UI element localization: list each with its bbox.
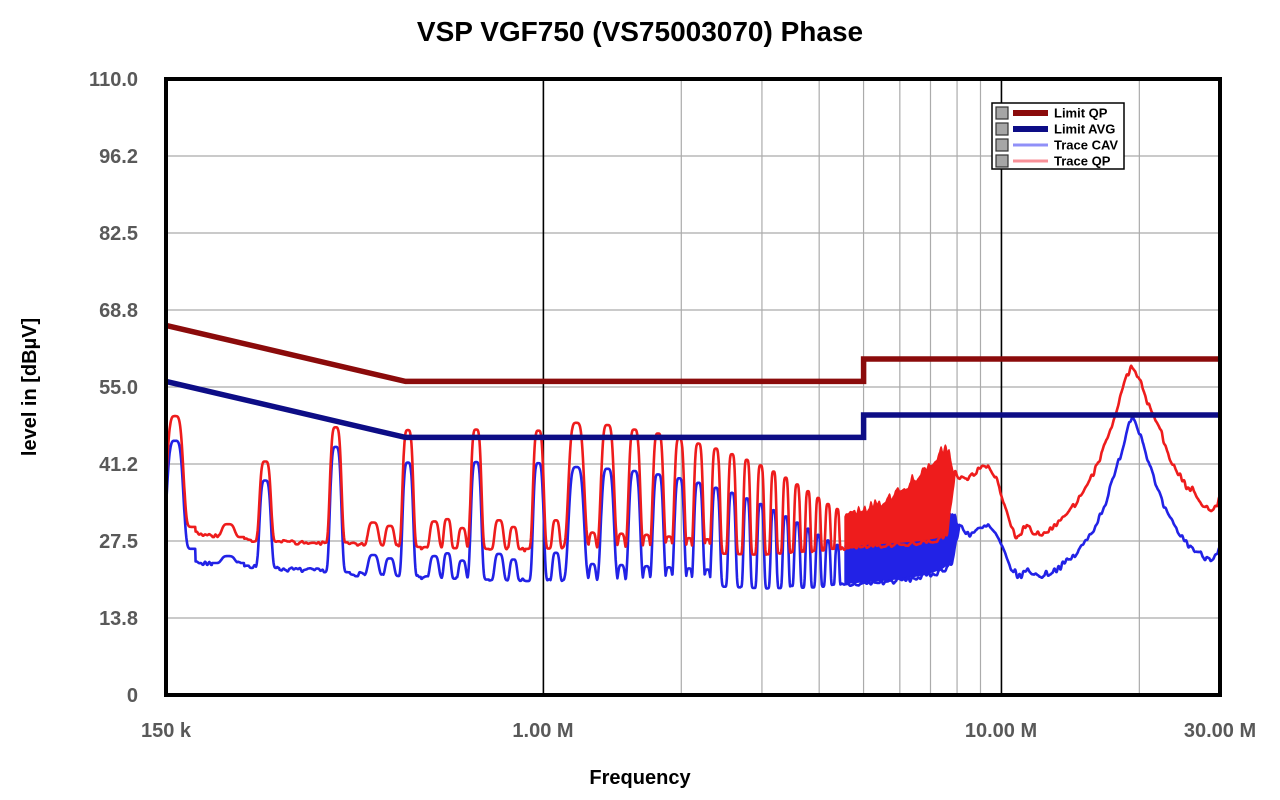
y-axis-title: level in [dBµV] xyxy=(19,318,41,456)
x-tick-30m: 30.00 M xyxy=(1184,720,1256,742)
series-traces xyxy=(164,322,1222,590)
x-axis-title: Frequency xyxy=(589,767,691,789)
limit-limit-avg xyxy=(165,378,1220,441)
x-tick-1m: 1.00 M xyxy=(512,720,573,742)
legend-item-limit-avg[interactable]: Limit AVG xyxy=(995,122,1115,137)
y-tick-0: 0 xyxy=(127,685,138,707)
y-axis-tick-labels: 110.0 96.2 82.5 68.8 55.0 41.2 27.5 13.8… xyxy=(89,69,138,707)
x-axis-tick-labels: 150 k 1.00 M 10.00 M 30.00 M xyxy=(141,720,1256,742)
legend-item-trace-qp[interactable]: Trace QP xyxy=(995,154,1111,169)
trace-trace-qp xyxy=(164,364,1222,556)
legend-toggle-swatch[interactable] xyxy=(995,138,1009,152)
legend-label: Trace CAV xyxy=(1054,138,1118,153)
y-tick-82: 82.5 xyxy=(99,223,138,245)
legend-item-limit-qp[interactable]: Limit QP xyxy=(995,106,1108,121)
chart-title: VSP VGF750 (VS75003070) Phase xyxy=(417,16,863,47)
y-tick-110: 110.0 xyxy=(89,69,138,91)
legend-toggle-swatch[interactable] xyxy=(995,122,1009,136)
x-tick-150k: 150 k xyxy=(141,720,192,742)
y-tick-68: 68.8 xyxy=(99,300,138,322)
legend-label: Limit QP xyxy=(1054,106,1108,121)
y-tick-27: 27.5 xyxy=(99,531,138,553)
legend: Limit QP Limit AVG Trace CAV Trace QP xyxy=(991,102,1125,170)
y-tick-96: 96.2 xyxy=(99,146,138,168)
y-tick-13: 13.8 xyxy=(99,608,138,630)
y-tick-55: 55.0 xyxy=(99,377,138,399)
legend-label: Limit AVG xyxy=(1054,122,1115,137)
legend-label: Trace QP xyxy=(1054,154,1111,169)
limit-limit-qp xyxy=(165,322,1220,385)
legend-item-trace-cav[interactable]: Trace CAV xyxy=(995,138,1118,153)
gridlines xyxy=(166,79,1220,695)
x-tick-10m: 10.00 M xyxy=(965,720,1037,742)
y-tick-41: 41.2 xyxy=(99,454,138,476)
plot-border xyxy=(164,77,1222,697)
legend-toggle-swatch[interactable] xyxy=(995,106,1009,120)
legend-toggle-swatch[interactable] xyxy=(995,154,1009,168)
